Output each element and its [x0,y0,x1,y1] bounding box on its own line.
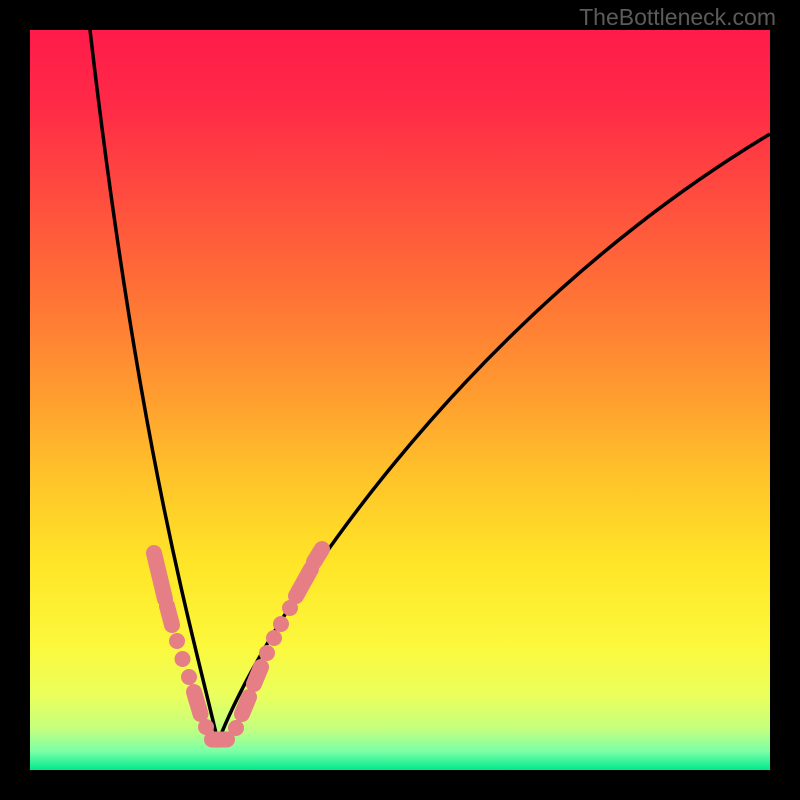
data-markers-layer [0,0,800,800]
data-marker [296,569,311,596]
data-marker [194,692,201,714]
data-marker [228,720,244,736]
data-marker [273,616,289,632]
data-marker [314,549,322,562]
data-marker [167,606,172,625]
data-marker [169,633,185,649]
data-marker [154,553,165,599]
data-marker [254,667,261,684]
watermark-text: TheBottleneck.com [579,4,776,31]
data-marker [266,630,282,646]
data-marker [175,651,191,667]
data-marker [242,697,249,714]
data-marker [259,645,275,661]
data-marker [181,669,197,685]
figure-root: TheBottleneck.com [0,0,800,800]
